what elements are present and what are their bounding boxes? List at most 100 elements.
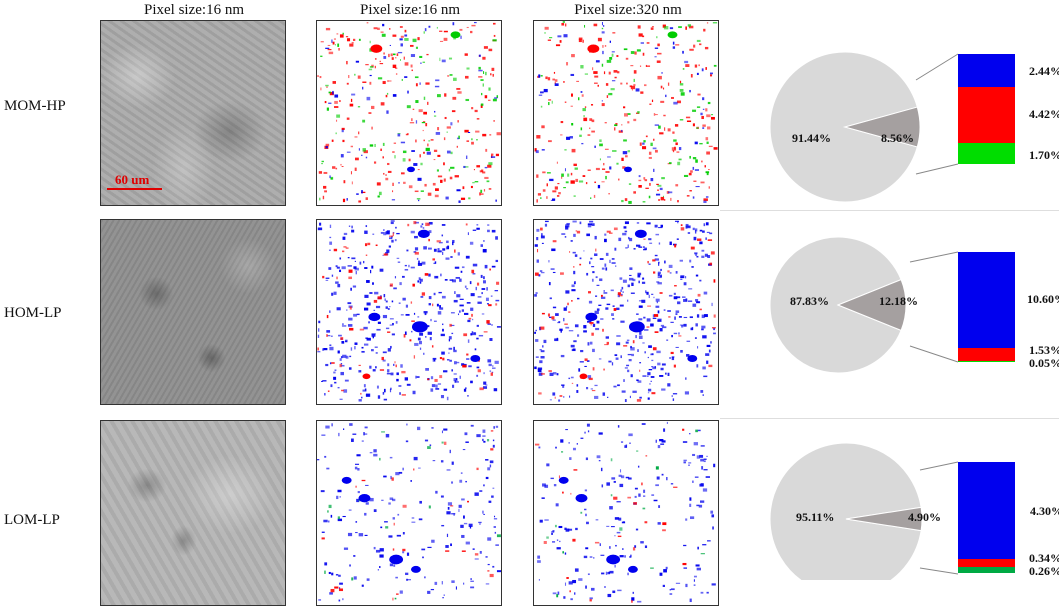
pore-pixel bbox=[680, 227, 685, 231]
pore-pixel bbox=[334, 100, 338, 104]
pore-pixel bbox=[648, 294, 650, 299]
pore-pixel bbox=[611, 477, 616, 480]
pore-pixel bbox=[490, 372, 493, 376]
pore-pixel bbox=[351, 438, 354, 442]
pore-pixel bbox=[420, 295, 424, 298]
pore-pixel bbox=[651, 99, 654, 103]
pore-pixel bbox=[635, 528, 639, 531]
pore-pixel bbox=[402, 548, 406, 552]
pore-pixel bbox=[643, 489, 646, 493]
pore-pixel bbox=[630, 85, 636, 90]
pore-pixel bbox=[362, 86, 364, 90]
pore-pixel bbox=[489, 573, 494, 578]
pore-pixel bbox=[354, 346, 356, 350]
pore-pixel bbox=[355, 60, 360, 63]
pore-pixel bbox=[456, 294, 461, 298]
pore-pixel bbox=[371, 126, 373, 130]
pore-pixel bbox=[664, 199, 666, 201]
pore-pixel bbox=[487, 229, 490, 233]
pore-pixel bbox=[324, 570, 326, 574]
pore-pixel bbox=[406, 383, 411, 386]
pore-pixel bbox=[354, 466, 358, 470]
pore-pixel bbox=[595, 167, 600, 171]
pore-pixel bbox=[390, 387, 392, 390]
pore-pixel bbox=[347, 532, 353, 537]
pore-pixel bbox=[404, 331, 407, 335]
pore-pixel bbox=[678, 316, 682, 318]
pore-pixel bbox=[485, 71, 487, 76]
pore-pixel bbox=[620, 355, 622, 359]
pore-pixel bbox=[570, 492, 572, 495]
pore-pixel bbox=[570, 105, 573, 107]
pore-pixel bbox=[540, 271, 545, 274]
pore-pixel bbox=[450, 312, 455, 314]
pore-pixel bbox=[479, 387, 484, 391]
pore-pixel bbox=[580, 91, 583, 93]
pore-pixel bbox=[411, 320, 415, 322]
pore-pixel bbox=[458, 200, 461, 203]
pore-pixel bbox=[448, 168, 451, 172]
pore-pixel bbox=[401, 394, 406, 396]
pore-pixel bbox=[470, 185, 473, 189]
pore-pixel bbox=[544, 26, 549, 30]
pore-pixel bbox=[441, 59, 446, 63]
pore-pixel bbox=[377, 321, 381, 324]
pore-pixel bbox=[548, 102, 550, 106]
pore-pixel bbox=[392, 64, 397, 68]
pore-pixel bbox=[372, 233, 375, 235]
pore-pixel bbox=[591, 278, 594, 282]
pore-pixel bbox=[447, 75, 450, 77]
pore-pixel bbox=[591, 119, 595, 123]
pore-pixel bbox=[482, 386, 488, 389]
pore-pixel bbox=[587, 375, 592, 379]
pore-pixel bbox=[375, 549, 381, 553]
pore-pixel bbox=[684, 391, 690, 395]
pore-pixel bbox=[332, 81, 336, 84]
pore-pixel bbox=[609, 57, 613, 60]
pore-pixel bbox=[354, 167, 357, 171]
pore-pixel bbox=[600, 318, 604, 320]
pore-pixel bbox=[647, 356, 649, 359]
pore-pixel bbox=[482, 429, 486, 433]
pore-pixel bbox=[375, 244, 378, 247]
pore-pixel bbox=[605, 252, 609, 256]
pore-pixel bbox=[488, 363, 492, 367]
pore-pixel bbox=[573, 195, 576, 197]
pore-pixel bbox=[636, 379, 639, 382]
pore-pixel bbox=[552, 240, 557, 243]
pore-pixel bbox=[585, 547, 589, 550]
pore-pixel bbox=[559, 40, 562, 43]
pore-pixel bbox=[569, 136, 573, 139]
pore-pixel bbox=[603, 25, 605, 27]
pore-pixel bbox=[357, 75, 361, 79]
pore-pixel bbox=[483, 276, 485, 280]
pore-pixel bbox=[703, 200, 707, 204]
pore-pixel bbox=[493, 526, 496, 528]
pore-pixel bbox=[701, 314, 705, 319]
pore-pixel bbox=[465, 541, 470, 545]
pore-pixel bbox=[564, 582, 567, 586]
pore-pixel bbox=[380, 231, 384, 234]
pore-pixel bbox=[601, 572, 605, 575]
pore-pixel bbox=[565, 326, 570, 329]
pore-pixel bbox=[713, 463, 716, 468]
pore-pixel bbox=[553, 484, 557, 487]
pore-pixel bbox=[446, 126, 451, 129]
pore-pixel bbox=[373, 509, 377, 513]
pore-pixel bbox=[358, 131, 360, 135]
pore-pixel bbox=[479, 170, 484, 173]
pore-pixel bbox=[647, 372, 651, 376]
pore-pixel bbox=[437, 175, 443, 178]
pore-pixel bbox=[364, 243, 368, 247]
pore-pixel bbox=[597, 184, 601, 189]
pore-pixel bbox=[324, 393, 326, 396]
pore-pixel bbox=[452, 22, 455, 26]
pore-pixel bbox=[685, 276, 687, 279]
pore-pixel bbox=[637, 465, 640, 468]
pore-pixel bbox=[594, 253, 598, 257]
pore-pixel bbox=[689, 598, 692, 603]
pore-pixel bbox=[440, 333, 445, 337]
row-label-lom-lp: LOM-LP bbox=[4, 512, 60, 528]
pore-pixel bbox=[474, 492, 479, 496]
pore-pixel bbox=[383, 293, 386, 298]
